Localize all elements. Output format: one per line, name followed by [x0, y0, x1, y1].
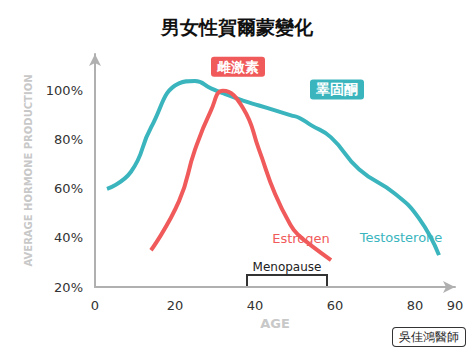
svg-text:睪固酮: 睪固酮 [315, 81, 358, 97]
svg-text:吳佳鴻醫師: 吳佳鴻醫師 [399, 330, 459, 344]
svg-text:20%: 20% [54, 280, 83, 295]
svg-text:60: 60 [327, 298, 344, 313]
svg-text:80%: 80% [54, 132, 83, 147]
svg-text:40: 40 [247, 298, 264, 313]
svg-text:雌激素: 雌激素 [216, 59, 259, 75]
svg-text:AVERAGE HORMONE PRODUCTION: AVERAGE HORMONE PRODUCTION [23, 75, 34, 267]
svg-text:0: 0 [91, 298, 99, 313]
svg-text:40%: 40% [54, 230, 83, 245]
svg-text:90: 90 [447, 298, 464, 313]
svg-text:Menopause: Menopause [253, 260, 322, 274]
svg-text:Testosterone: Testosterone [359, 230, 443, 245]
svg-text:Estrogen: Estrogen [272, 231, 330, 246]
svg-text:60%: 60% [54, 181, 83, 196]
svg-text:男女性賀爾蒙變化: 男女性賀爾蒙變化 [160, 16, 314, 38]
svg-text:20: 20 [167, 298, 184, 313]
svg-text:80: 80 [407, 298, 424, 313]
svg-text:100%: 100% [46, 83, 83, 98]
svg-text:AGE: AGE [260, 316, 290, 331]
